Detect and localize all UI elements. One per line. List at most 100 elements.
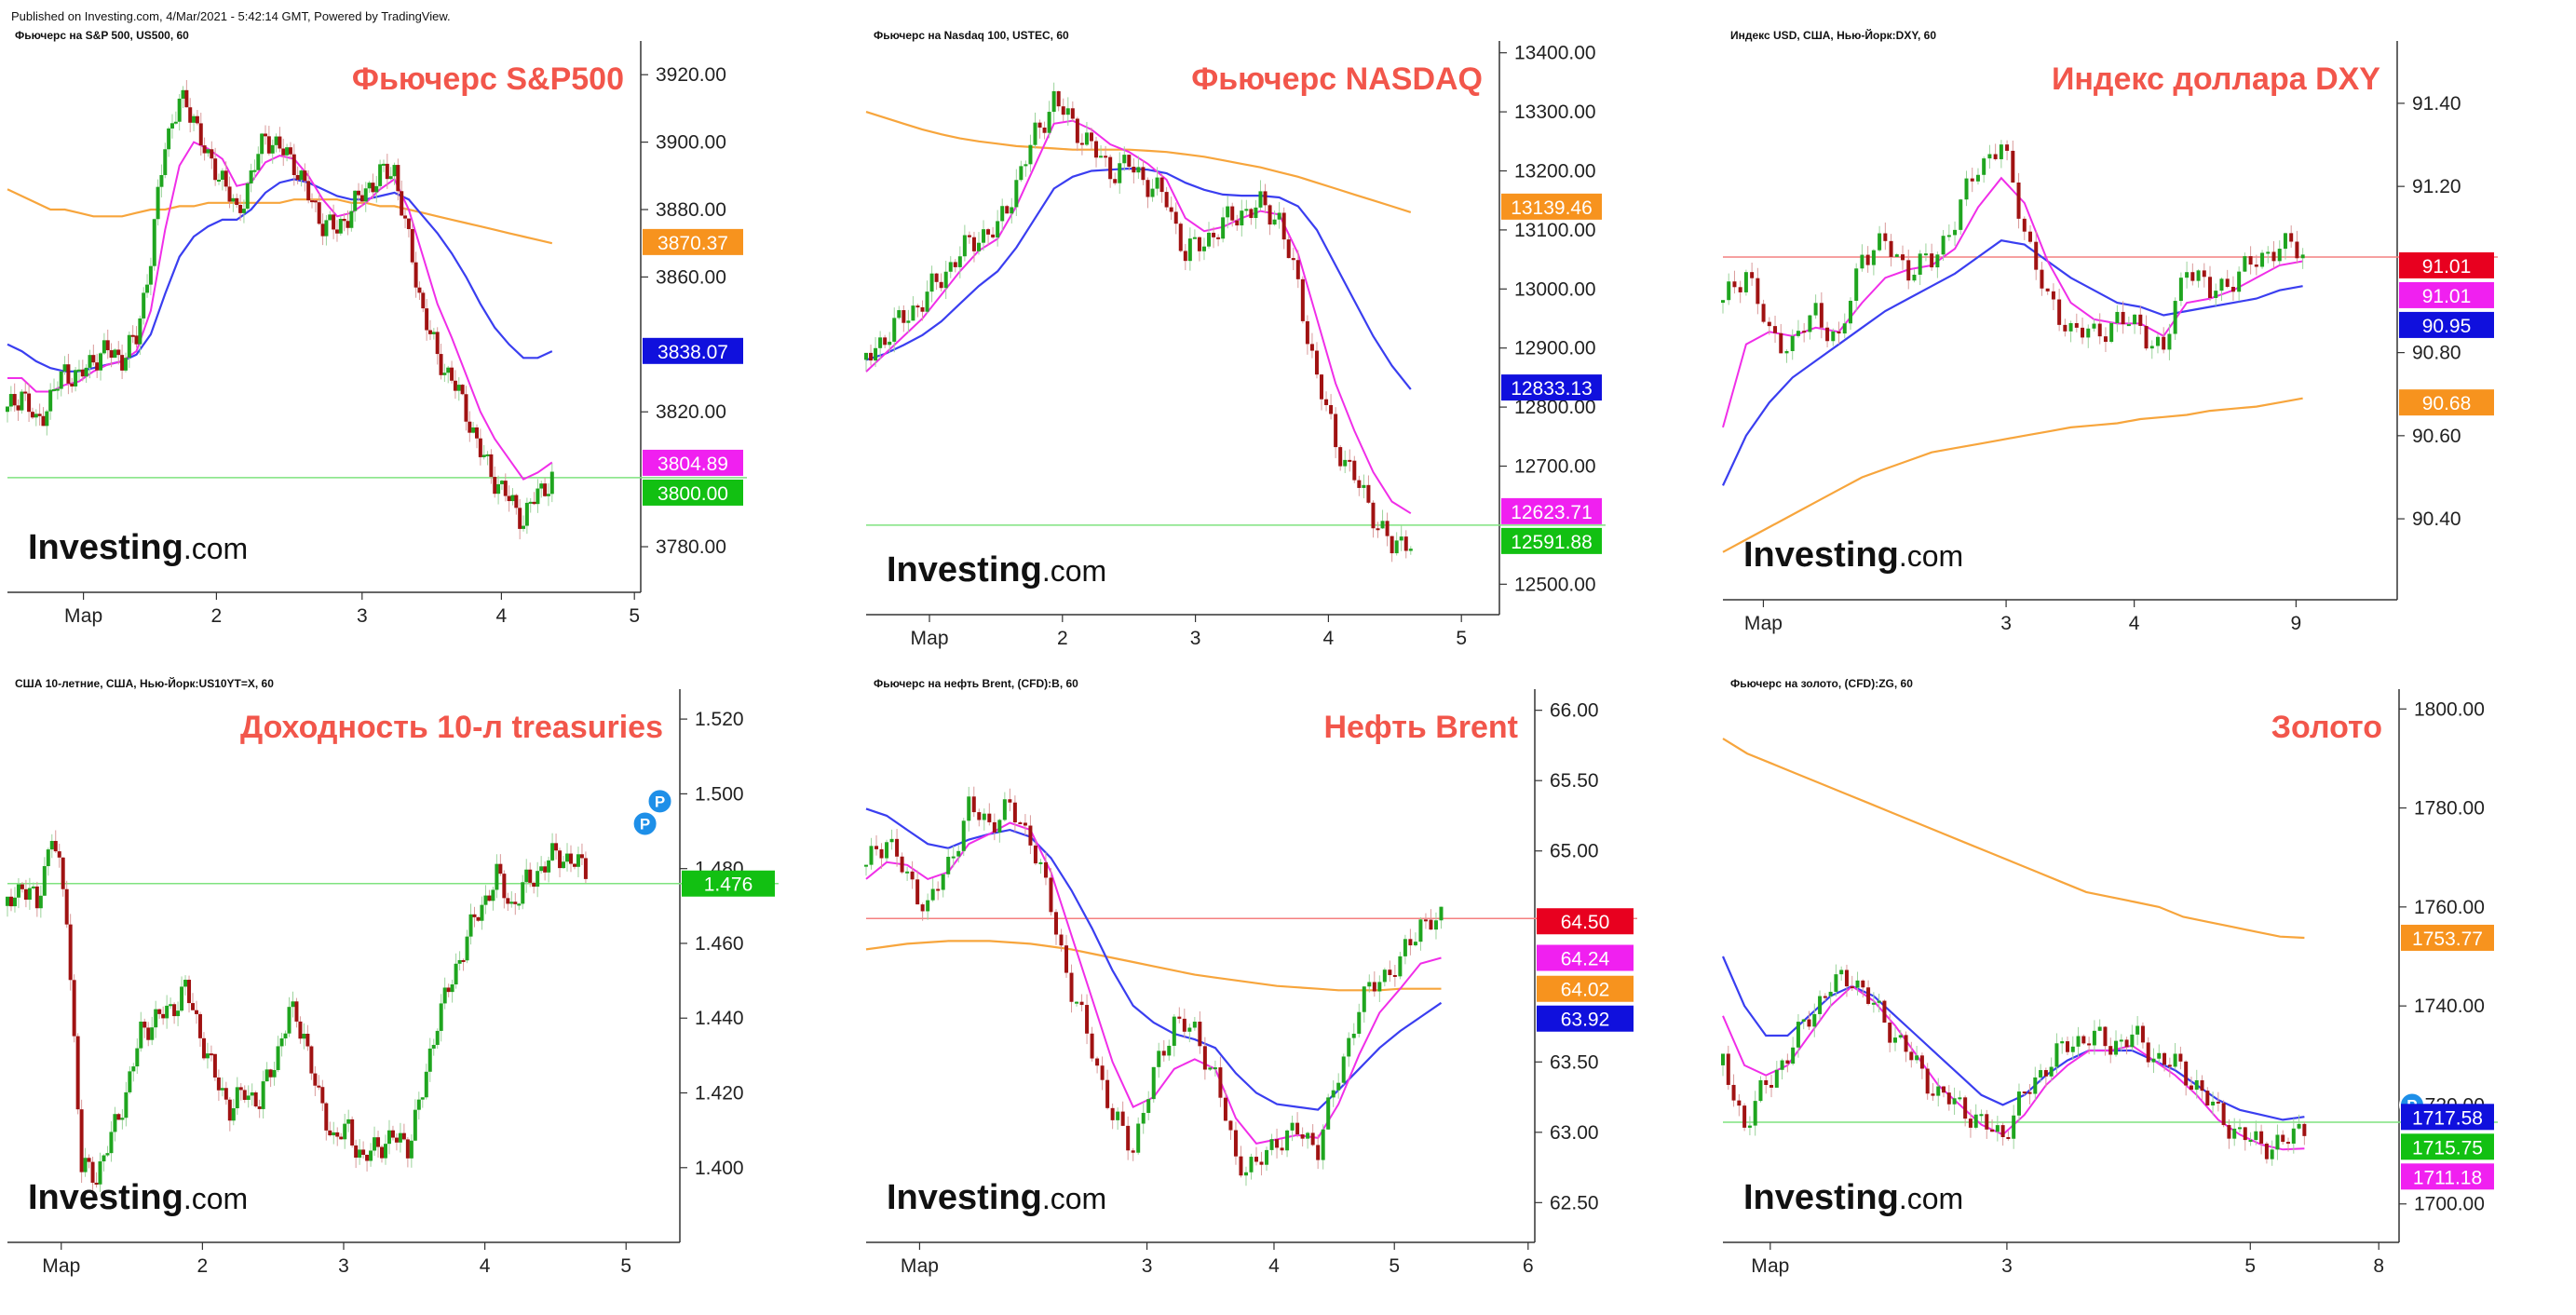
candle-body xyxy=(306,181,311,201)
price-label-text: 90.95 xyxy=(2422,316,2472,337)
candle-body xyxy=(343,1123,347,1140)
candle-body xyxy=(249,170,253,183)
candle-body xyxy=(1182,1018,1186,1032)
candle-body xyxy=(1889,240,1893,257)
candle-body xyxy=(543,866,548,873)
candle-body xyxy=(1408,939,1413,946)
candle-body xyxy=(439,1003,443,1031)
candle-body xyxy=(503,481,508,496)
candle-body xyxy=(386,1130,391,1145)
candle-body xyxy=(1173,211,1178,224)
price-label-box xyxy=(2399,389,2494,416)
candle-body xyxy=(109,1132,114,1154)
candle-body xyxy=(1218,1067,1223,1098)
candle-body xyxy=(2214,291,2218,298)
candle-body xyxy=(105,1153,110,1156)
candle-body xyxy=(2012,1115,2016,1139)
candle-body xyxy=(431,332,436,334)
ema-fast-line xyxy=(1722,176,2303,428)
candle-body xyxy=(1187,238,1192,262)
candle-body xyxy=(1286,239,1291,259)
candle-body xyxy=(889,838,894,843)
candle-body xyxy=(2076,1036,2081,1047)
candle-body xyxy=(565,853,570,862)
candle-body xyxy=(48,389,53,412)
candle-body xyxy=(165,1005,169,1019)
candle-body xyxy=(2045,288,2050,291)
candle-body xyxy=(1935,254,1940,268)
candle-body xyxy=(212,1053,217,1078)
candle-body xyxy=(1904,1035,1908,1052)
candle-body xyxy=(79,1109,84,1173)
candle-body xyxy=(173,121,178,124)
candle-body xyxy=(416,1099,421,1110)
candle-body xyxy=(145,284,150,293)
candle-body xyxy=(885,842,889,859)
candle-body xyxy=(1388,969,1392,975)
candle-body xyxy=(468,421,472,433)
ma-slow-line xyxy=(1722,397,2303,553)
candle-body xyxy=(266,136,271,154)
candle-body xyxy=(388,176,393,180)
candle-body xyxy=(317,202,321,224)
candle-body xyxy=(2151,1058,2156,1063)
candle-body xyxy=(1324,399,1329,405)
candle-body xyxy=(1230,206,1235,221)
chart-symbol-label: Фьючерс на S&P 500, US500, 60 xyxy=(15,29,189,42)
candle-body xyxy=(1085,1005,1090,1034)
candle-body xyxy=(1403,939,1407,956)
candle-body xyxy=(478,438,482,457)
candle-body xyxy=(869,846,874,865)
candle-body xyxy=(1343,459,1348,467)
candle-body xyxy=(888,341,892,346)
candle-body xyxy=(224,1088,228,1100)
candle-body xyxy=(1084,132,1089,145)
candle-body xyxy=(1002,799,1007,820)
candle-body xyxy=(1764,1079,1769,1085)
candle-body xyxy=(920,904,925,912)
y-tick-label: 1700.00 xyxy=(2414,1194,2485,1215)
candle-body xyxy=(2000,1125,2005,1137)
candle-body xyxy=(70,383,75,386)
candle-body xyxy=(1213,1067,1217,1070)
candle-body xyxy=(313,1073,318,1086)
candle-body xyxy=(194,1010,198,1014)
candle-body xyxy=(1249,209,1254,219)
candle-body xyxy=(76,369,81,372)
candle-body xyxy=(948,262,953,272)
candle-body xyxy=(334,229,339,234)
candle-body xyxy=(2254,1131,2258,1141)
candle-body xyxy=(1747,1125,1752,1128)
candle-body xyxy=(457,959,462,964)
p-marker-icon xyxy=(631,810,658,837)
candle-body xyxy=(2068,322,2073,332)
candle-body xyxy=(378,164,383,186)
investing-watermark: Investing.com xyxy=(887,1178,1106,1217)
candle-body xyxy=(1183,251,1187,262)
candle-body xyxy=(1089,132,1093,142)
candle-body xyxy=(2291,1128,2296,1144)
candle-body xyxy=(135,1048,140,1067)
y-tick-label: 13400.00 xyxy=(1514,43,1596,64)
candle-body xyxy=(1061,106,1065,115)
candle-body xyxy=(1269,1139,1274,1150)
candle-body xyxy=(568,853,573,864)
y-tick-label: 13000.00 xyxy=(1514,278,1596,300)
candle-body xyxy=(198,123,203,146)
candle-body xyxy=(1367,982,1372,987)
candle-body xyxy=(476,916,481,921)
candle-body xyxy=(1883,233,1888,241)
candle-body xyxy=(2039,1070,2043,1078)
price-label-box xyxy=(643,449,743,476)
candle-body xyxy=(464,394,468,422)
candle-body xyxy=(2022,1091,2027,1094)
candle-body xyxy=(475,427,480,439)
candle-body xyxy=(1823,996,1827,998)
candle-body xyxy=(498,863,503,874)
candle-body xyxy=(1909,1051,1914,1061)
candle-body xyxy=(1033,845,1037,864)
x-tick-label: 5 xyxy=(629,605,640,627)
candle-body xyxy=(113,1114,117,1132)
candle-body xyxy=(1352,460,1357,481)
candle-body xyxy=(2300,254,2305,259)
